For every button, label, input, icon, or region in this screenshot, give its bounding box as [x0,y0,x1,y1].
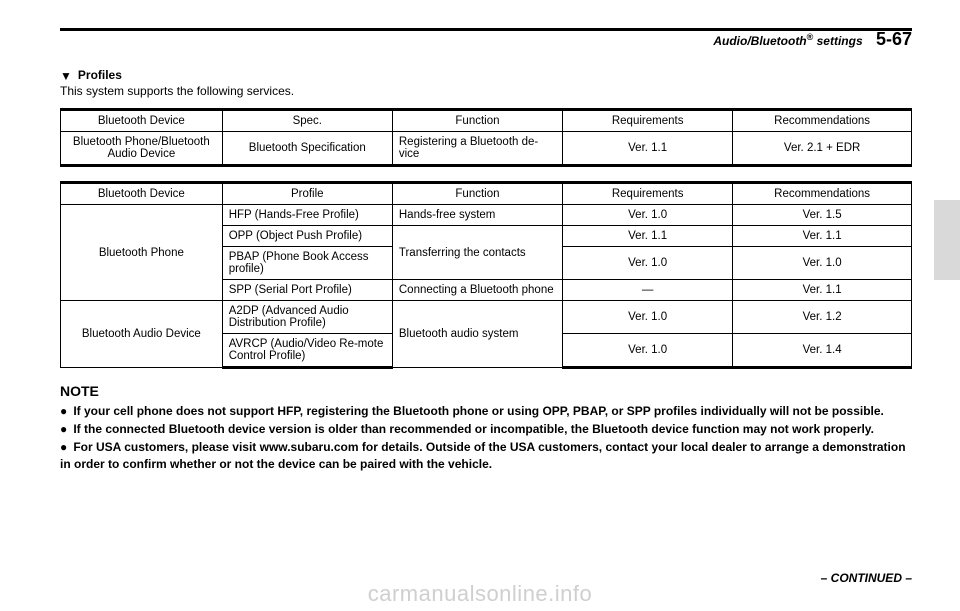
t2-phone-c2: Ver. 1.0 [733,247,912,280]
notes-block: ● If your cell phone does not support HF… [60,403,912,472]
t2-audio-device: Bluetooth Audio Device [61,301,223,368]
t2-phone-f0: Hands-free system [392,205,562,226]
t2-phone-c0: Ver. 1.5 [733,205,912,226]
t1-spec: Bluetooth Specification [222,132,392,166]
t2-audio-r1: Ver. 1.0 [563,334,733,368]
t2-phone-p2: PBAP (Phone Book Access profile) [222,247,392,280]
note-text-2: For USA customers, please visit www.suba… [60,440,906,470]
t1-h-device: Bluetooth Device [61,110,223,132]
table2-header-row: Bluetooth Device Profile Function Requir… [61,183,912,205]
t2-h-req: Requirements [563,183,733,205]
side-tab [934,200,960,280]
t2-phone-p0: HFP (Hands-Free Profile) [222,205,392,226]
watermark: carmanualsonline.info [0,581,960,607]
profiles-intro: This system supports the following servi… [60,84,912,98]
down-triangle-icon: ▼ [60,69,72,83]
note-item-1: ● If the connected Bluetooth device vers… [60,421,912,437]
t2-audio-p0: A2DP (Advanced Audio Distribution Profil… [222,301,392,334]
bullet-icon: ● [60,439,70,455]
t2-audio-p1: AVRCP (Audio/Video Re-mote Control Profi… [222,334,392,368]
note-item-0: ● If your cell phone does not support HF… [60,403,912,419]
t2-phone-c3: Ver. 1.1 [733,280,912,301]
header-suffix: settings [813,34,862,48]
bullet-icon: ● [60,403,70,419]
note-text-1: If the connected Bluetooth device versio… [73,422,874,436]
t2-phone-r3: — [563,280,733,301]
t2-phone-r2: Ver. 1.0 [563,247,733,280]
t2-phone-r0: Ver. 1.0 [563,205,733,226]
t2-phone-p1: OPP (Object Push Profile) [222,226,392,247]
t1-h-rec: Recommendations [733,110,912,132]
profiles-heading: ▼ Profiles [60,68,912,82]
t1-h-req: Requirements [563,110,733,132]
t1-func: Registering a Bluetooth de-vice [392,132,562,166]
t2-phone-f3: Connecting a Bluetooth phone [392,280,562,301]
spec-table-1: Bluetooth Device Spec. Function Requirem… [60,108,912,167]
t1-h-func: Function [392,110,562,132]
page-header: Audio/Bluetooth® settings 5-67 [60,29,912,50]
t2-h-profile: Profile [222,183,392,205]
table1-header-row: Bluetooth Device Spec. Function Requirem… [61,110,912,132]
t2-phone-p3: SPP (Serial Port Profile) [222,280,392,301]
table1-row: Bluetooth Phone/Bluetooth Audio Device B… [61,132,912,166]
t1-h-spec: Spec. [222,110,392,132]
profiles-title: Profiles [78,68,122,82]
t2-audio-c0: Ver. 1.2 [733,301,912,334]
header-section: Audio/Bluetooth [713,34,806,48]
bullet-icon: ● [60,421,70,437]
t2-audio-r0: Ver. 1.0 [563,301,733,334]
t2-h-device: Bluetooth Device [61,183,223,205]
t2-h-rec: Recommendations [733,183,912,205]
t2-audio-c1: Ver. 1.4 [733,334,912,368]
spec-table-2: Bluetooth Device Profile Function Requir… [60,181,912,369]
page-number: 5-67 [876,29,912,49]
t1-device: Bluetooth Phone/Bluetooth Audio Device [61,132,223,166]
t2-audio-row-0: Bluetooth Audio Device A2DP (Advanced Au… [61,301,912,334]
t2-phone-c1: Ver. 1.1 [733,226,912,247]
t2-phone-r1: Ver. 1.1 [563,226,733,247]
note-heading: NOTE [60,383,912,399]
note-text-0: If your cell phone does not support HFP,… [73,404,884,418]
t2-phone-f1: Transferring the contacts [392,226,562,280]
t2-phone-device: Bluetooth Phone [61,205,223,301]
t2-phone-row-0: Bluetooth Phone HFP (Hands-Free Profile)… [61,205,912,226]
t1-rec: Ver. 2.1 + EDR [733,132,912,166]
t2-audio-f0: Bluetooth audio system [392,301,562,368]
t2-h-func: Function [392,183,562,205]
note-item-2: ● For USA customers, please visit www.su… [60,439,912,471]
t1-req: Ver. 1.1 [563,132,733,166]
